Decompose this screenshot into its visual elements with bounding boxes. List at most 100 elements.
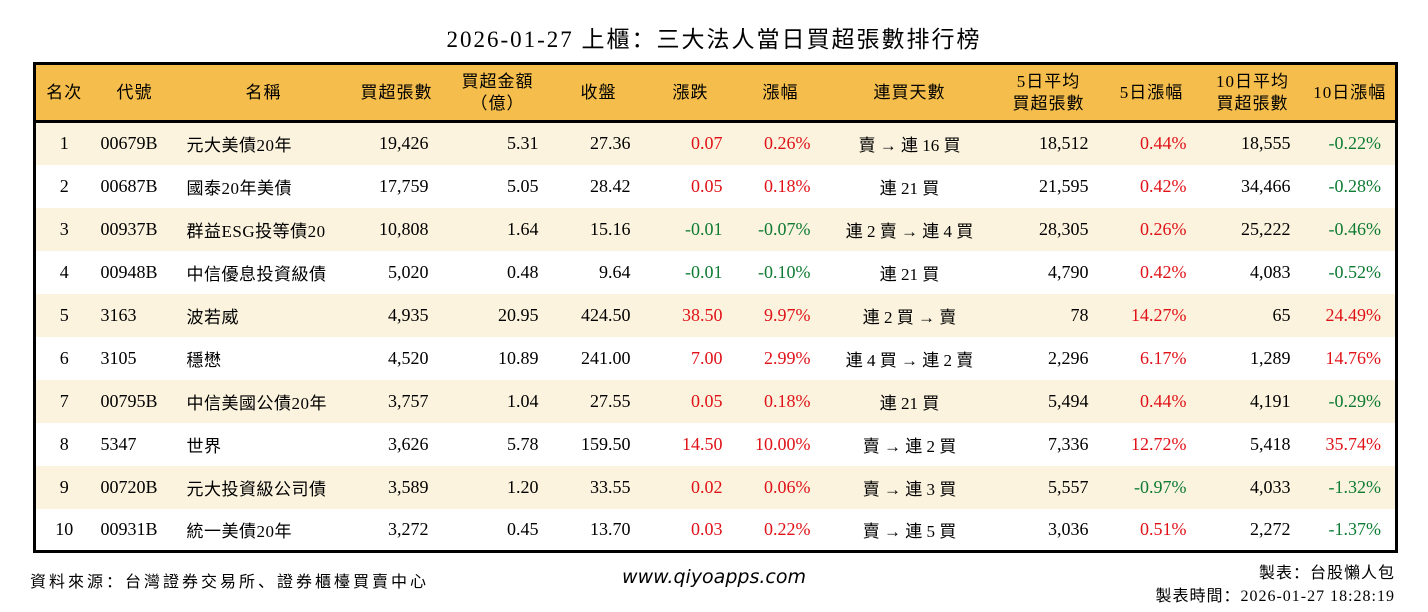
cell-streak: 連 2 賣 → 連 4 買 <box>845 221 974 241</box>
cell-rank: 4 <box>59 261 69 282</box>
cell-avg5: 5,494 <box>1048 390 1089 411</box>
cell-change: -0.01 <box>685 261 723 282</box>
cell-close: 159.50 <box>581 433 631 454</box>
cell-pct5: 12.72% <box>1131 433 1187 454</box>
cell-rank: 5 <box>59 304 69 325</box>
col-header-name: 名稱 <box>176 63 351 123</box>
cell-change_pct: 0.26% <box>764 133 811 154</box>
cell-change: 0.07 <box>691 133 723 154</box>
cell-avg10: 18,555 <box>1241 133 1291 154</box>
cell-change_pct: 10.00% <box>755 433 811 454</box>
cell-rank: 3 <box>59 218 69 239</box>
cell-close: 241.00 <box>581 347 631 368</box>
cell-change: 38.50 <box>682 304 723 325</box>
cell-streak: 賣 → 連 2 買 <box>862 436 957 456</box>
cell-streak: 連 21 買 <box>879 264 940 284</box>
cell-rank: 2 <box>59 175 69 196</box>
cell-pct10: -0.28% <box>1328 175 1382 196</box>
header-row: 名次 代號 名稱 買超張數 買超金額 （億） 收盤 漲跌 漲幅 連買天數 5日平均 買超張數 5日漲… <box>34 63 1397 123</box>
table-row: 3 00937B 群益ESG投等債20 10,808 1.64 15.16 -0.01 -0.… <box>34 207 1397 251</box>
table-row: 2 00687B 國泰20年美債 17,759 5.05 28.42 0.05 0.18% 連 … <box>35 165 1397 208</box>
table-row: 1 00679B 元大美債20年 19,426 5.31 27.36 0.07 0.26% 賣 … <box>34 121 1397 165</box>
cell-code: 5347 <box>100 433 137 454</box>
cell-code: 00687B <box>100 175 158 196</box>
cell-avg5: 28,305 <box>1039 218 1089 239</box>
cell-net_buy: 3,757 <box>388 390 429 411</box>
cell-pct10: 14.76% <box>1325 347 1382 368</box>
cell-close: 33.55 <box>590 476 631 497</box>
col-header-change_pct: 漲幅 <box>736 63 825 123</box>
cell-net_buy: 3,626 <box>388 433 429 454</box>
cell-amount: 5.78 <box>507 433 539 454</box>
col-header-net_buy: 買超張數 <box>350 63 443 123</box>
cell-name: 中信優息投資級債 <box>186 264 327 284</box>
cell-change: 0.02 <box>691 476 723 497</box>
cell-close: 424.50 <box>581 304 631 325</box>
col-header-rank: 名次 <box>34 63 93 123</box>
cell-name: 波若威 <box>186 307 239 327</box>
cell-pct5: 0.26% <box>1140 218 1187 239</box>
col-header-code: 代號 <box>92 63 177 123</box>
cell-name: 元大美債20年 <box>186 136 292 156</box>
cell-pct10: -1.32% <box>1328 476 1382 497</box>
cell-change: -0.01 <box>685 218 723 239</box>
cell-name: 國泰20年美債 <box>186 178 292 198</box>
cell-avg5: 7,336 <box>1048 433 1089 454</box>
cell-close: 13.70 <box>590 518 631 539</box>
cell-net_buy: 19,426 <box>379 133 429 154</box>
cell-avg10: 5,418 <box>1250 433 1291 454</box>
cell-rank: 1 <box>59 133 69 154</box>
data-source-note: 資料來源：台灣證券交易所、證券櫃檯買賣中心 <box>30 574 430 591</box>
cell-rank: 9 <box>59 476 69 497</box>
cell-change_pct: -0.10% <box>758 261 811 282</box>
cell-net_buy: 3,589 <box>388 476 429 497</box>
cell-change_pct: -0.07% <box>758 218 811 239</box>
cell-net_buy: 4,935 <box>388 304 429 325</box>
cell-code: 00948B <box>100 261 158 282</box>
cell-avg5: 5,557 <box>1048 476 1089 497</box>
cell-avg5: 3,036 <box>1048 518 1089 539</box>
cell-name: 世界 <box>186 436 222 456</box>
cell-change_pct: 0.22% <box>764 518 811 539</box>
cell-net_buy: 4,520 <box>388 347 429 368</box>
cell-streak: 連 2 買 → 賣 <box>862 307 957 327</box>
cell-code: 00931B <box>100 518 158 539</box>
table-row: 10 00931B 統一美債20年 3,272 0.45 13.70 0.03 0.22% 賣 … <box>35 509 1397 552</box>
cell-avg10: 1,289 <box>1250 347 1291 368</box>
cell-avg10: 4,083 <box>1250 261 1291 282</box>
website-text: www.qiyoapps.com <box>622 566 806 588</box>
col-header-close: 收盤 <box>552 63 645 123</box>
cell-change_pct: 0.18% <box>764 175 811 196</box>
cell-rank: 7 <box>59 390 69 411</box>
cell-avg10: 34,466 <box>1241 175 1291 196</box>
table-row: 5 3163 波若威 4,935 20.95 424.50 38.50 9.97% 連 2 買 … <box>34 293 1397 337</box>
cell-avg5: 18,512 <box>1039 133 1089 154</box>
cell-change: 7.00 <box>691 347 723 368</box>
cell-rank: 6 <box>59 347 69 368</box>
table-row: 7 00795B 中信美國公債20年 3,757 1.04 27.55 0.05 0.18% 連… <box>34 379 1397 423</box>
cell-pct5: 14.27% <box>1131 304 1187 325</box>
cell-avg5: 4,790 <box>1048 261 1089 282</box>
cell-pct10: -1.37% <box>1328 518 1382 539</box>
cell-close: 27.36 <box>590 133 631 154</box>
col-header-streak: 連買天數 <box>824 63 995 123</box>
cell-close: 27.55 <box>590 390 631 411</box>
cell-amount: 20.95 <box>498 304 539 325</box>
col-header-avg5: 5日平均 買超張數 <box>994 63 1103 123</box>
cell-name: 群益ESG投等債20 <box>186 221 326 241</box>
cell-net_buy: 10,808 <box>379 218 429 239</box>
cell-rank: 10 <box>55 518 74 539</box>
cell-code: 00679B <box>100 133 158 154</box>
cell-amount: 0.48 <box>507 261 539 282</box>
cell-change: 0.03 <box>691 518 723 539</box>
cell-avg10: 4,191 <box>1250 390 1291 411</box>
cell-code: 00795B <box>100 390 158 411</box>
cell-streak: 賣 → 連 5 買 <box>862 521 957 541</box>
cell-pct5: 0.44% <box>1140 390 1187 411</box>
cell-name: 統一美債20年 <box>186 521 292 541</box>
table-row: 6 3105 穩懋 4,520 10.89 241.00 7.00 2.99% 連 4 買 → … <box>35 337 1397 380</box>
cell-pct5: 0.51% <box>1140 518 1187 539</box>
cell-pct5: 0.44% <box>1140 133 1187 154</box>
ranking-table: 名次 代號 名稱 買超張數 買超金額 （億） 收盤 漲跌 漲幅 連買天數 5日平均 買超張數 5日漲… <box>33 62 1398 553</box>
cell-code: 00937B <box>100 218 158 239</box>
